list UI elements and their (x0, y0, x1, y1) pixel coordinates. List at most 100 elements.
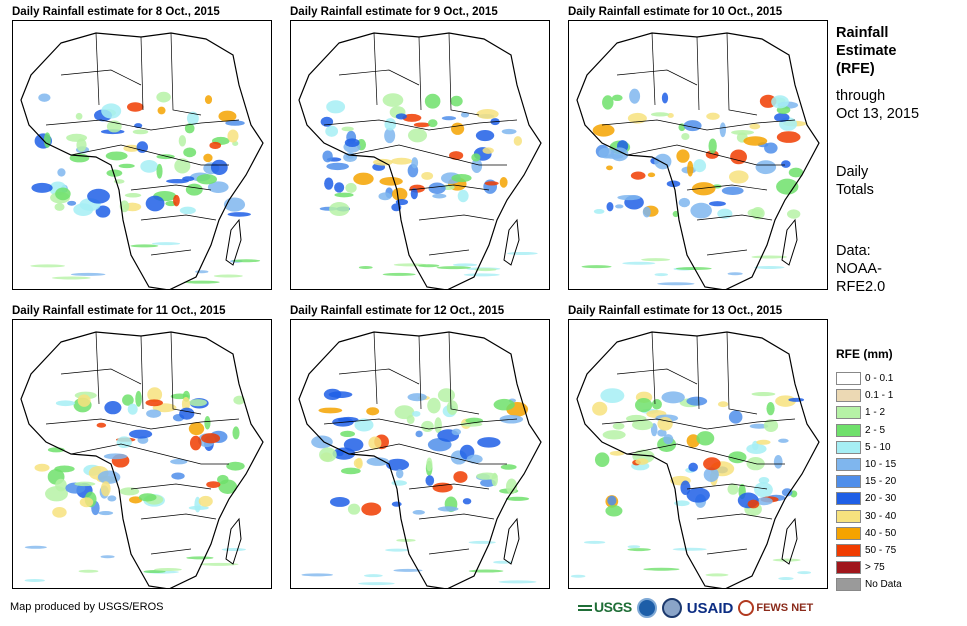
legend-swatch (836, 423, 861, 437)
rain-patch (631, 419, 654, 431)
rain-patch (727, 272, 743, 276)
rain-patch (763, 419, 779, 433)
rain-patch (232, 426, 240, 440)
side-through-date: through Oct 13, 2015 (836, 87, 919, 123)
rain-patch (156, 91, 171, 103)
rain-patch (347, 503, 361, 515)
rain-patch (687, 160, 694, 177)
rain-patch (606, 165, 613, 171)
africa-map-svg (20, 331, 264, 588)
rain-patch (727, 483, 739, 495)
rain-patch (471, 153, 481, 162)
credit-text: Map produced by USGS/EROS (10, 601, 164, 613)
rain-patch (221, 548, 246, 552)
country-border (70, 443, 229, 465)
rain-patch (119, 487, 140, 496)
country-border (696, 36, 700, 111)
rain-patch (143, 570, 166, 574)
rain-patch (391, 157, 413, 165)
rain-patch (477, 437, 501, 448)
rain-patch (95, 205, 111, 218)
legend-label: 5 - 10 (865, 441, 891, 453)
legend-swatch (836, 561, 861, 575)
rain-patch (213, 274, 243, 278)
rain-patch (361, 502, 382, 516)
rain-patch (147, 387, 163, 402)
country-border (626, 144, 785, 166)
rain-patch (622, 261, 656, 265)
country-border (616, 368, 698, 385)
rain-patch (107, 495, 117, 502)
rain-patch (344, 138, 360, 147)
africa-map-svg (20, 32, 264, 289)
rain-patch (170, 458, 188, 465)
rain-patch (581, 265, 612, 269)
rain-patch (657, 429, 667, 437)
africa-map-svg (570, 331, 820, 588)
legend-row: > 75 (836, 559, 902, 576)
rain-patch (407, 393, 427, 402)
rain-patch (751, 391, 776, 397)
rain-patch (145, 195, 165, 212)
legend-label: 0 - 0.1 (865, 373, 894, 385)
rain-patch (719, 122, 727, 138)
rain-patch (450, 95, 463, 107)
rain-patch (156, 163, 163, 179)
rain-patch (182, 176, 195, 182)
rain-patch (513, 136, 523, 146)
rain-patch (754, 265, 785, 269)
rain-patch (657, 416, 673, 431)
rain-patch (449, 151, 464, 160)
legend-row: No Data (836, 576, 902, 593)
rain-patch (343, 438, 364, 452)
rain-patch (323, 388, 342, 401)
rain-patch (104, 401, 122, 415)
africa-coastline (576, 32, 820, 289)
rain-patch (227, 129, 239, 143)
rain-patch (436, 266, 472, 270)
country-border (140, 214, 217, 221)
rain-patch (703, 457, 721, 471)
madagascar-outline (503, 517, 520, 565)
rain-patch (749, 423, 769, 429)
rain-patch (379, 177, 403, 186)
rain-patch (340, 467, 361, 475)
rainfall-map (12, 319, 272, 589)
rain-patch (353, 458, 363, 468)
panel-title: Daily Rainfall estimate for 8 Oct., 2015 (12, 6, 220, 18)
rain-patch (451, 173, 472, 183)
legend-row: 0.1 - 1 (836, 387, 902, 404)
rain-patch (233, 395, 245, 405)
rain-patch (693, 159, 707, 173)
rain-patch (592, 401, 608, 416)
rain-patch (206, 481, 221, 488)
rain-patch (188, 399, 207, 407)
rain-patch (427, 119, 438, 128)
country-border (696, 335, 700, 410)
rain-patch (432, 482, 453, 493)
rain-patch (499, 177, 508, 188)
legend-label: 30 - 40 (865, 510, 897, 522)
rain-patch (45, 486, 68, 502)
madagascar-outline (781, 218, 798, 266)
rain-patch (353, 172, 374, 186)
rainfall-map (568, 319, 828, 589)
rain-patch (452, 263, 478, 267)
rain-patch (686, 396, 708, 406)
rain-patch (78, 569, 99, 573)
rain-patch (441, 116, 457, 121)
rain-patch (627, 545, 641, 549)
africa-coastline (20, 331, 264, 588)
rain-patch (358, 582, 395, 586)
rain-patch (766, 402, 775, 416)
country-border (726, 32, 758, 116)
country-border (130, 483, 212, 490)
rain-patch (395, 113, 407, 120)
rain-patch (157, 106, 166, 115)
rain-patch (135, 390, 142, 407)
rain-patch (402, 113, 422, 122)
rain-patch (101, 103, 122, 119)
rain-patch (617, 194, 641, 201)
rain-patch (384, 127, 396, 144)
rain-patch (54, 465, 75, 473)
